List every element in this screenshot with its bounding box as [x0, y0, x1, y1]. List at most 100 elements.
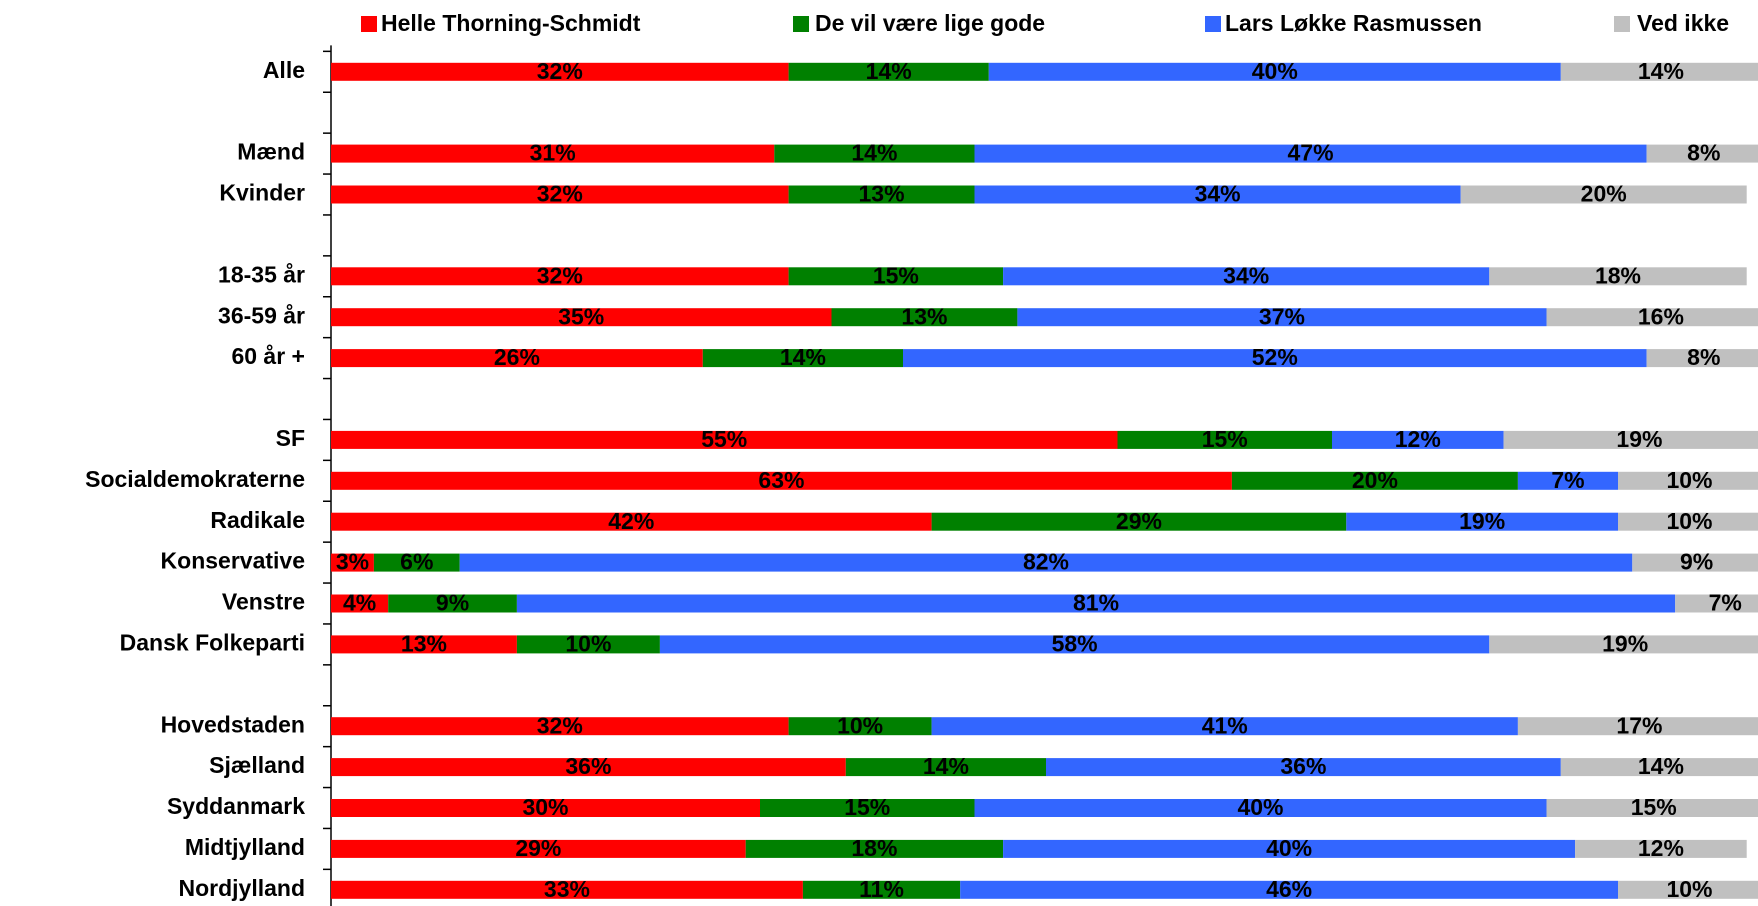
data-label: 81%: [1073, 590, 1119, 616]
data-label: 18%: [851, 835, 897, 861]
data-label: 46%: [1266, 876, 1312, 902]
legend-label: Lars Løkke Rasmussen: [1225, 10, 1482, 36]
data-label: 32%: [537, 58, 583, 84]
bar-segment: [802, 880, 961, 899]
data-label: 41%: [1202, 712, 1248, 738]
data-label: 63%: [758, 467, 804, 493]
category-label: Venstre: [222, 589, 305, 615]
data-label: 42%: [608, 508, 654, 534]
data-label: 15%: [1631, 794, 1677, 820]
bar-segment: [788, 717, 932, 736]
legend-swatch: [793, 16, 809, 32]
bar-segment: [1675, 594, 1758, 613]
bar-segment: [331, 799, 760, 817]
bar-segment: [745, 839, 1004, 858]
bar-segment: [903, 349, 1647, 368]
data-label: 8%: [1687, 344, 1720, 370]
data-label: 31%: [530, 140, 576, 166]
bar-segment: [702, 349, 903, 368]
data-label: 20%: [1352, 467, 1398, 493]
legend-swatch: [361, 16, 377, 32]
data-label: 13%: [401, 630, 447, 656]
data-label: 9%: [436, 590, 469, 616]
bar-segment: [988, 62, 1561, 81]
data-label: 10%: [1666, 508, 1712, 534]
bar-segment: [774, 144, 975, 163]
data-label: 19%: [1616, 426, 1662, 452]
bar-segment: [788, 185, 975, 204]
bar-segment: [331, 635, 517, 654]
data-label: 40%: [1266, 835, 1312, 861]
bar-segment: [516, 594, 1676, 613]
bar-segment: [845, 758, 1046, 777]
category-label: Alle: [263, 57, 305, 83]
data-label: 14%: [866, 58, 912, 84]
category-label: Sjælland: [209, 752, 305, 778]
legend-label: De vil være lige gode: [815, 10, 1045, 36]
bar-segment: [331, 349, 703, 368]
data-label: 16%: [1638, 303, 1684, 329]
bar-segment: [331, 553, 374, 572]
data-label: 15%: [844, 794, 890, 820]
data-label: 8%: [1687, 140, 1720, 166]
category-label: 18-35 år: [218, 261, 305, 287]
data-label: 9%: [1680, 549, 1713, 575]
data-label: 29%: [1116, 508, 1162, 534]
data-label: 19%: [1602, 630, 1648, 656]
data-label: 14%: [923, 753, 969, 779]
category-label: Dansk Folkeparti: [120, 629, 305, 655]
category-label: Socialdemokraterne: [85, 466, 305, 492]
bar-segment: [459, 553, 1633, 572]
bar-segment: [331, 594, 389, 613]
data-label: 36%: [565, 753, 611, 779]
legend-swatch: [1205, 16, 1221, 32]
category-label: Konservative: [161, 548, 305, 574]
bar-segment: [1546, 799, 1758, 817]
data-label: 14%: [851, 140, 897, 166]
bar-segment: [1618, 512, 1758, 531]
data-label: 40%: [1252, 58, 1298, 84]
data-label: 29%: [515, 835, 561, 861]
category-label: Hovedstaden: [161, 711, 305, 737]
category-label: Radikale: [210, 507, 305, 533]
bar-segment: [974, 144, 1647, 163]
data-label: 17%: [1616, 712, 1662, 738]
bar-segment: [516, 635, 660, 654]
data-label: 14%: [1638, 753, 1684, 779]
bar-segment: [331, 880, 803, 899]
legend-label: Ved ikke: [1637, 10, 1729, 36]
bar-segment: [760, 799, 975, 817]
bar-segment: [788, 62, 989, 81]
bar-segment: [974, 185, 1461, 204]
data-label: 34%: [1195, 181, 1241, 207]
bar-segment: [331, 430, 1118, 449]
bar-segment: [1646, 144, 1758, 163]
data-label: 14%: [1638, 58, 1684, 84]
category-label: Nordjylland: [178, 875, 305, 901]
bar-segment: [1017, 308, 1547, 327]
bar-segment: [1489, 267, 1747, 286]
bar-segment: [659, 635, 1490, 654]
bar-segment: [1460, 185, 1747, 204]
data-label: 32%: [537, 181, 583, 207]
data-label: 11%: [859, 876, 904, 902]
bar-segment: [1517, 471, 1618, 490]
bar-segment: [1332, 430, 1504, 449]
bar-segment: [373, 553, 460, 572]
bar-segment: [331, 512, 932, 531]
bar-segment: [331, 471, 1232, 490]
bar-segment: [331, 758, 846, 777]
bar-segment: [331, 144, 775, 163]
bar-segment: [974, 799, 1547, 817]
bar-segment: [388, 594, 517, 613]
data-label: 55%: [701, 426, 747, 452]
bar-segment: [1489, 635, 1758, 654]
bar-segment: [1575, 839, 1747, 858]
category-label: SF: [276, 425, 305, 451]
bar-segment: [1618, 880, 1758, 899]
data-label: 14%: [780, 344, 826, 370]
bar-segment: [1117, 430, 1332, 449]
bar-segment: [1503, 430, 1758, 449]
bar-segment: [1618, 471, 1758, 490]
